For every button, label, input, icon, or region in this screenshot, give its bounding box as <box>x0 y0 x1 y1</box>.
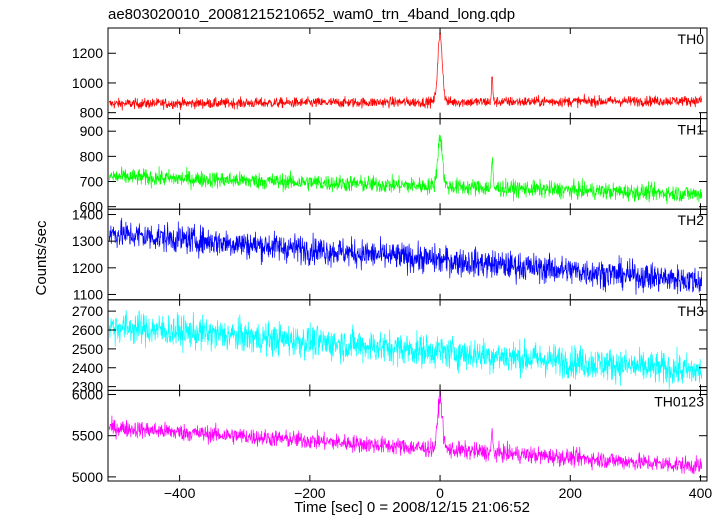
y-axis-label: Counts/sec <box>33 220 50 296</box>
y-tick-label: 6000 <box>72 387 103 403</box>
panel-label-th0123: TH0123 <box>654 393 704 409</box>
panels-group: 800 1000 1200 TH0 600 700 800 900 TH1 1100 1200 130… <box>72 27 713 501</box>
y-tick-label: 2600 <box>72 322 103 338</box>
y-tick-label: 5500 <box>72 428 103 444</box>
y-tick-label: 800 <box>80 105 104 121</box>
y-tick-label: 1200 <box>72 45 103 61</box>
y-tick-label: 2700 <box>72 303 103 319</box>
x-tick-label: 200 <box>559 485 583 501</box>
x-tick-label: −400 <box>164 485 196 501</box>
series-line-th0 <box>108 32 703 111</box>
panel-label-th2: TH2 <box>678 212 705 228</box>
y-tick-label: 1000 <box>72 75 103 91</box>
y-tick-label: 2300 <box>72 379 103 395</box>
y-tick-label: 1400 <box>72 207 103 223</box>
panel-label-th1: TH1 <box>678 122 705 138</box>
y-tick-label: 5000 <box>72 469 103 485</box>
panel-frame <box>107 118 708 210</box>
panel-label-th3: TH3 <box>678 303 705 319</box>
x-tick-label: 0 <box>436 485 444 501</box>
y-tick-label: 2400 <box>72 360 103 376</box>
series-line-th1 <box>108 134 703 205</box>
x-tick-label: 400 <box>689 485 713 501</box>
y-tick-label: 1100 <box>73 286 103 302</box>
panel-frame <box>107 389 708 482</box>
y-tick-label: 600 <box>80 199 104 215</box>
y-tick-label: 1200 <box>72 260 103 276</box>
x-axis-label: Time [sec] 0 = 2008/12/15 21:06:52 <box>294 499 530 516</box>
x-tick-label: −200 <box>294 485 326 501</box>
y-tick-label: 1300 <box>72 233 103 249</box>
y-tick-label: 2500 <box>72 341 103 357</box>
panel-label-th0: TH0 <box>678 31 705 47</box>
series-line-th2 <box>108 217 703 295</box>
y-tick-label: 700 <box>80 174 104 190</box>
y-tick-label: 800 <box>80 148 104 164</box>
series-line-th3 <box>108 310 703 390</box>
chart-title: ae803020010_20081215210652_wam0_trn_4ban… <box>108 6 515 23</box>
series-line-th0123 <box>108 390 703 475</box>
y-tick-label: 900 <box>80 123 104 139</box>
